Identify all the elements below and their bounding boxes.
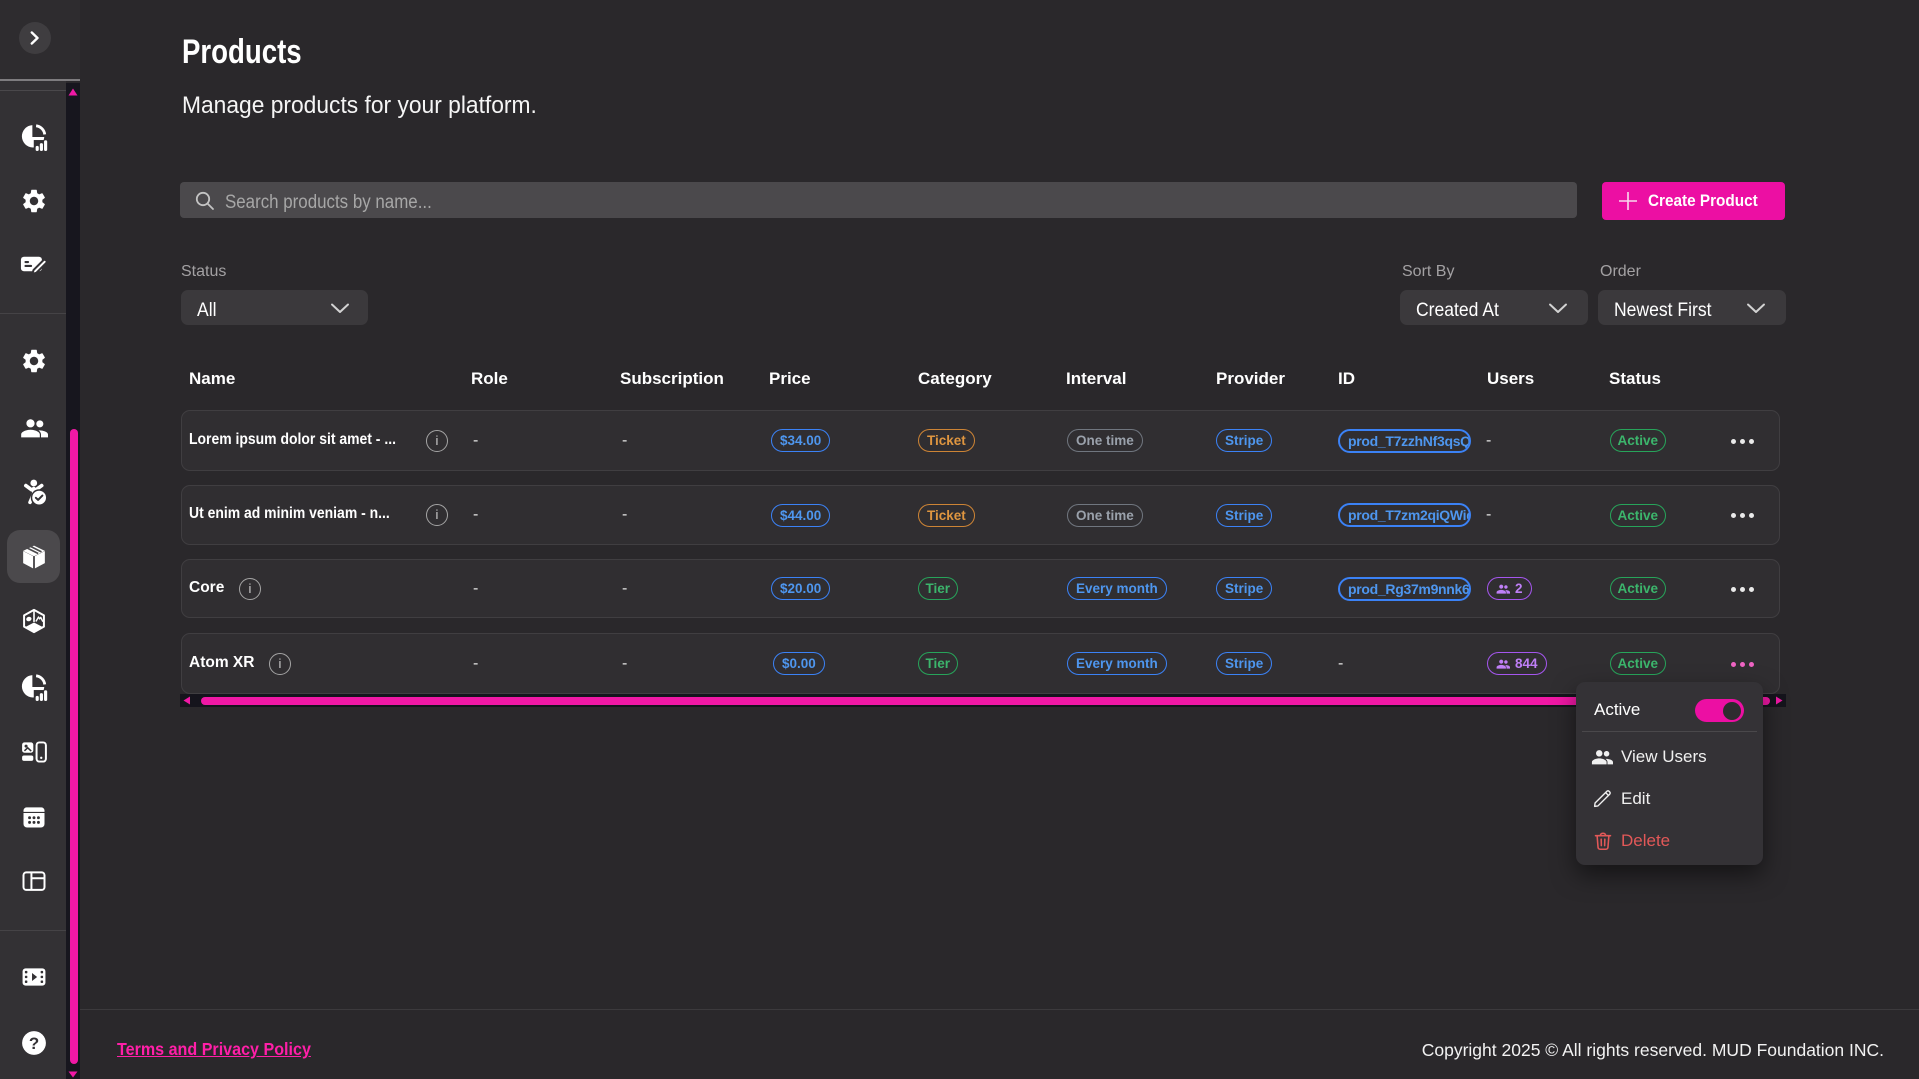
svg-text:?: ? [29, 1034, 39, 1053]
